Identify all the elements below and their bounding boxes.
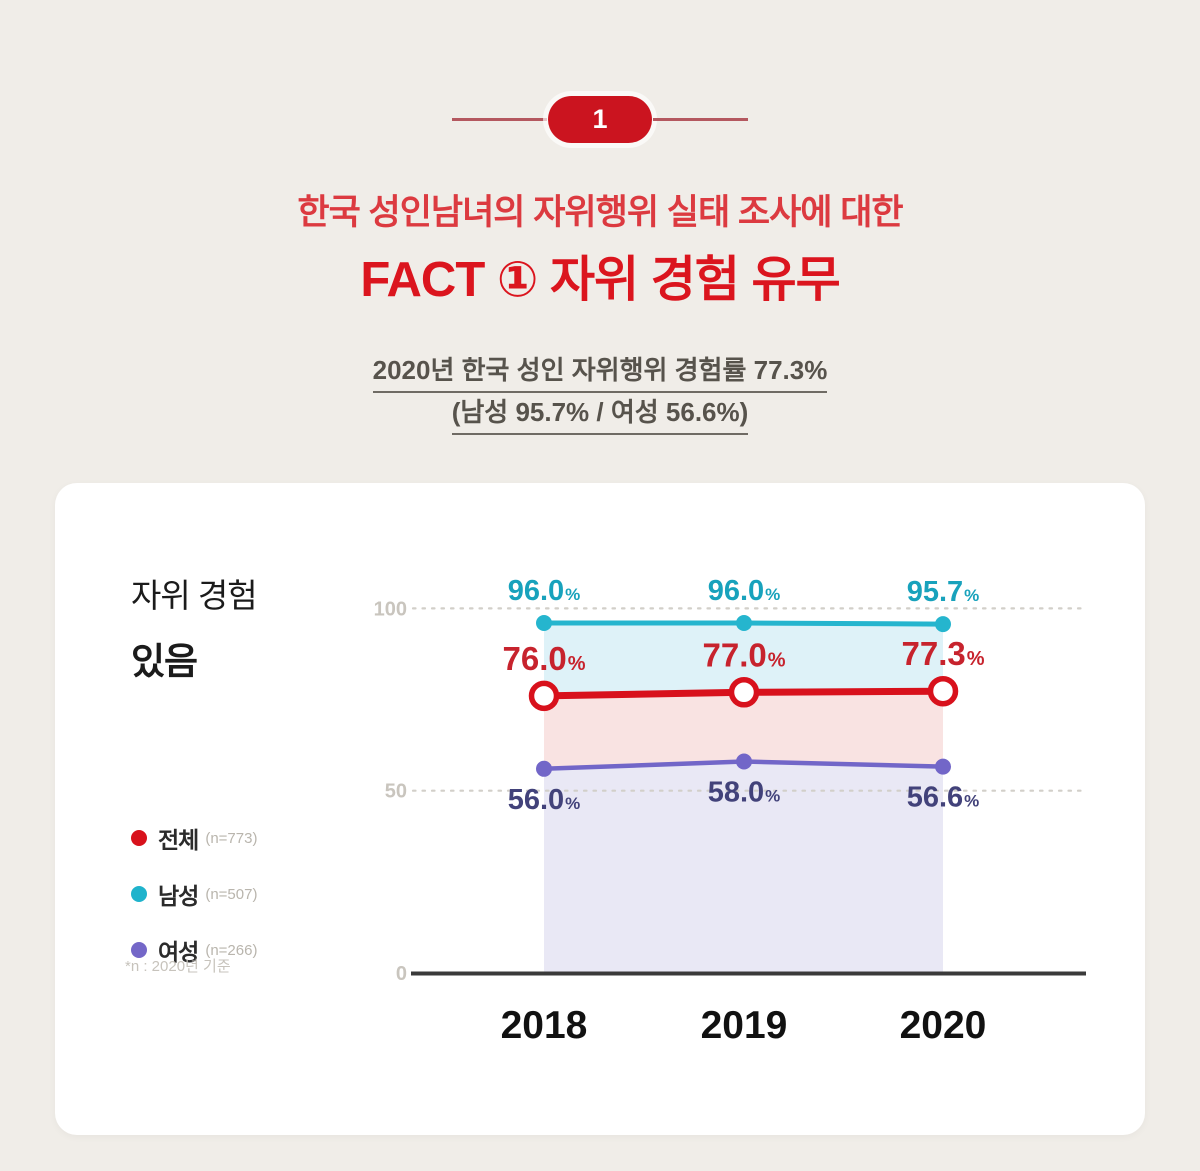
legend-n-female: (n=266) [205, 941, 258, 959]
female-point-2019 [736, 753, 752, 770]
total-point-2018 [528, 680, 560, 712]
subtitle-total-rate: 2020년 한국 성인 자위행위 경험률 77.3% [0, 350, 1200, 393]
chart-title-line1: 자위 경험 [131, 577, 258, 614]
section-badge: 1 [0, 96, 1200, 143]
legend-dot-total [131, 830, 147, 846]
total-value-label-2020: 77.3% [901, 635, 984, 672]
female-value-label-2019: 58.0% [708, 777, 781, 809]
experience-line-chart: 0 50 100 2018 2019 2020 96.0% 96.0% 95.7% 76.0% 77… [374, 575, 1086, 1047]
male-point-2020 [935, 616, 951, 633]
total-area-fill [544, 691, 943, 769]
legend-item-male: 남성 (n=507) [131, 877, 257, 911]
female-area-fill [544, 761, 943, 973]
male-value-label-2020: 95.7% [907, 576, 980, 608]
chart-title-line2: 있음 [131, 641, 198, 682]
x-label-2020: 2020 [900, 1004, 987, 1047]
section-number: 1 [592, 104, 608, 134]
x-label-2018: 2018 [501, 1004, 588, 1047]
total-value-label-2018: 76.0% [502, 640, 585, 677]
legend-dot-male [131, 886, 147, 902]
male-point-2019 [736, 615, 752, 631]
legend-label-male: 남성 [158, 883, 199, 909]
chart-legend: 전체 (n=773) 남성 (n=507) 여성 (n=266) [131, 821, 257, 989]
legend-label-female: 여성 [158, 939, 199, 965]
male-value-label-2018: 96.0% [508, 575, 581, 607]
chart-card: 자위 경험 있음 전체 (n=773) 남성 (n=507) 여성 (n=266… [55, 483, 1145, 1135]
female-point-2018 [536, 760, 552, 777]
total-value-label-2019: 77.0% [702, 636, 785, 673]
page-title-line1: 한국 성인남녀의 자위행위 실태 조사에 대한 [297, 193, 903, 232]
total-point-2020 [927, 675, 959, 707]
legend-n-total: (n=773) [205, 829, 258, 847]
legend-item-female: 여성 (n=266) [131, 933, 257, 967]
badge-line-right [653, 118, 748, 121]
section-number-badge: 1 [548, 96, 652, 143]
female-value-label-2020: 56.6% [907, 782, 980, 814]
subtitle-gender-rates: (남성 95.7% / 여성 56.6%) [0, 392, 1200, 435]
male-point-2018 [536, 615, 552, 631]
female-point-2020 [935, 758, 951, 775]
legend-n-male: (n=507) [205, 885, 258, 903]
female-value-label-2018: 56.0% [508, 784, 581, 816]
legend-label-total: 전체 [158, 827, 199, 853]
y-tick-50: 50 [385, 781, 407, 803]
male-area-fill [544, 623, 943, 696]
total-point-2019 [728, 677, 760, 708]
legend-dot-female [131, 942, 147, 958]
legend-item-total: 전체 (n=773) [131, 821, 257, 855]
badge-line-left [452, 118, 547, 121]
chart-title: 자위 경험 있음 [131, 569, 258, 685]
y-tick-100: 100 [374, 598, 407, 620]
y-tick-0: 0 [396, 963, 407, 985]
x-label-2019: 2019 [701, 1004, 788, 1047]
page-title-line2: FACT ① 자위 경험 유무 [360, 253, 840, 307]
male-value-label-2019: 96.0% [708, 575, 781, 607]
sample-size-footnote: *n : 2020년 기준 [125, 958, 231, 975]
